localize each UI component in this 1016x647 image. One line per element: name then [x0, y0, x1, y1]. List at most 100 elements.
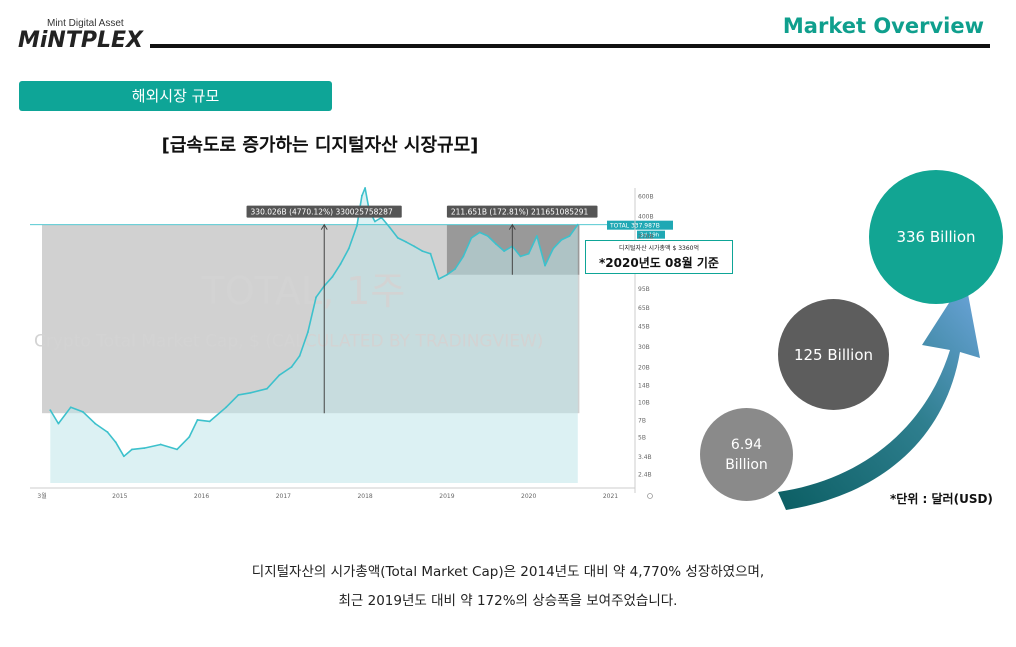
series-point — [360, 194, 363, 197]
series-point — [188, 435, 191, 438]
series-point — [405, 241, 407, 243]
series-point — [114, 441, 117, 444]
y-tick-label: 600B — [638, 193, 654, 200]
series-point — [315, 296, 317, 299]
x-tick-label: 2015 — [112, 493, 127, 500]
annotation-2014-label-bg — [246, 205, 402, 218]
series-point — [249, 391, 252, 394]
y-tick-label: 400B — [638, 214, 654, 221]
series-point — [364, 187, 367, 189]
series-point — [396, 236, 399, 239]
page-title: Market Overview — [782, 14, 984, 38]
series-point — [57, 422, 60, 425]
series-point — [49, 409, 52, 412]
chart-watermark-subtitle: Crypto Total Market Cap, $ (CALCULATED B… — [34, 332, 543, 352]
series-point — [196, 419, 199, 421]
market-cap-chart: TOTAL, 1주 Crypto Total Market Cap, $ (CAL… — [30, 187, 673, 500]
measure-arrow-2019-head — [508, 223, 516, 230]
series-point — [347, 247, 350, 250]
bubble-2019-label: 125 Billion — [793, 345, 874, 364]
series-point — [413, 245, 416, 248]
series-point — [143, 447, 146, 449]
annotation-2014-label: 330.026B (4770.12%) 330025758287 — [246, 205, 402, 218]
annotation-2019-label: 211.651B (172.81%) 211651085291 — [446, 205, 598, 218]
series-point — [437, 278, 440, 280]
price-tag-sub-bg — [637, 230, 665, 239]
annotation-2019-label-bg — [446, 205, 598, 218]
series-point — [568, 235, 571, 237]
y-tick-label: 20B — [638, 365, 650, 372]
series-point — [106, 431, 109, 433]
series-point — [535, 235, 538, 237]
bubble-2020: 336 Billion — [869, 170, 1003, 304]
series-point — [544, 264, 546, 267]
series-point — [446, 273, 448, 276]
series-point — [208, 420, 211, 423]
series-point — [298, 354, 301, 357]
x-tick-label: 2020 — [521, 493, 536, 500]
series-point — [82, 411, 84, 413]
price-tag-text: TOTAL 337.987B — [609, 223, 660, 230]
series-point — [519, 255, 522, 258]
series-point — [374, 220, 376, 223]
series-point — [69, 406, 72, 409]
series-point — [122, 455, 125, 458]
x-tick-label: 2018 — [357, 493, 372, 500]
caption-line-2: 최근 2019년도 대비 약 172%의 상승폭을 보여주었습니다. — [338, 593, 678, 609]
series-point — [478, 231, 481, 234]
unit-label: *단위 : 달러(USD) — [890, 492, 993, 506]
series-point — [454, 268, 456, 270]
y-tick-label: 65B — [638, 305, 650, 312]
note-main-text: *2020년도 08월 기준 — [599, 256, 719, 270]
series-point — [552, 247, 555, 250]
bubble-2014-label: 6.94 Billion — [725, 436, 768, 473]
measure-arrow-2014-head — [320, 223, 328, 230]
y-tick-label: 2.4B — [638, 471, 652, 478]
axis-settings-icon — [647, 493, 653, 499]
series-point — [560, 238, 563, 241]
series-point — [131, 448, 133, 451]
y-tick-label: 95B — [638, 286, 650, 293]
y-tick-label: 45B — [638, 324, 650, 331]
series-point — [278, 374, 281, 377]
chart-watermark-title: TOTAL, 1주 — [201, 269, 406, 313]
series-point — [495, 243, 497, 245]
series-point — [503, 250, 506, 252]
logo-subtitle: Mint Digital Asset — [47, 18, 124, 29]
growth-arrow — [778, 278, 980, 510]
section-label: 해외시장 규모 — [19, 81, 332, 111]
bubble-2019: 125 Billion — [778, 299, 889, 410]
y-tick-label: 10B — [638, 399, 650, 406]
x-tick-label: 2021 — [603, 493, 618, 500]
series-point — [237, 394, 240, 396]
y-tick-label: 7B — [638, 417, 646, 424]
series-point — [356, 224, 358, 227]
series-point — [388, 226, 391, 229]
annotation-2014-label-text: 330.026B (4770.12%) 330025758287 — [251, 208, 393, 217]
series-point — [225, 406, 227, 409]
x-tick-label: 2016 — [194, 493, 209, 500]
price-tag-bg — [607, 220, 673, 230]
y-tick-label: 30B — [638, 344, 650, 351]
bubble-2014: 6.94 Billion — [700, 408, 793, 501]
annotation-2019-label-text: 211.651B (172.81%) 211651085291 — [451, 208, 589, 217]
series-point — [176, 448, 178, 451]
series-point — [429, 252, 432, 255]
x-tick-label: 3월 — [37, 492, 46, 500]
series-point — [462, 255, 465, 258]
series-point — [486, 235, 489, 237]
series-point — [527, 252, 530, 255]
price-tag-sub-text: 3d 19h — [640, 233, 660, 239]
series-point — [290, 366, 293, 368]
x-tick-label: 2019 — [439, 493, 454, 500]
logo: MiNTPLEX — [18, 28, 143, 53]
series-point — [159, 443, 162, 446]
y-tick-label: 270B — [638, 233, 654, 240]
series-point — [470, 236, 473, 239]
caption-line-1: 디지털자산의 시가총액(Total Market Cap)은 2014년도 대비… — [251, 564, 765, 580]
series-point — [576, 223, 579, 226]
series-point — [339, 263, 342, 265]
chart-heading: [급속도로 증가하는 디지털자산 시장규모] — [161, 135, 479, 156]
y-tick-label: 5B — [638, 434, 646, 441]
series-point — [94, 422, 97, 425]
